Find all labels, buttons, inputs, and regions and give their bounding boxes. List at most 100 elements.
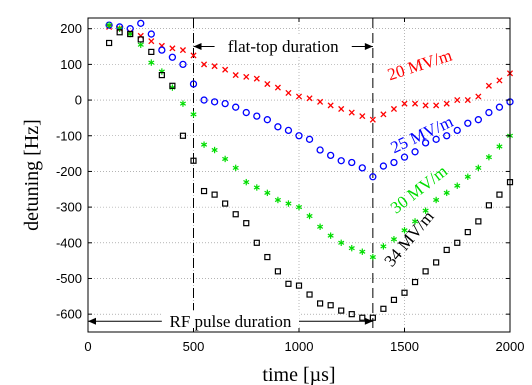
data-point-34-mv-m: [148, 48, 155, 55]
arrow-head: [193, 43, 202, 51]
data-point-30-mv-m: [401, 227, 408, 234]
cross-stroke: [306, 95, 313, 102]
data-point-30-mv-m: [285, 200, 292, 207]
data-point-20-mv-m: [411, 100, 419, 107]
data-point-25-mv-m: [464, 119, 472, 127]
data-point-25-mv-m: [158, 46, 166, 54]
star-stroke: [338, 240, 345, 245]
star-stroke: [433, 197, 440, 203]
cross-stroke: [369, 116, 376, 123]
cross-stroke: [464, 97, 471, 104]
cross-stroke: [222, 66, 229, 73]
star-stroke: [348, 246, 355, 251]
data-point-34-mv-m: [390, 296, 398, 303]
star-stroke: [243, 180, 250, 185]
data-point-30-mv-m: [317, 223, 324, 230]
data-point-34-mv-m: [211, 191, 218, 198]
cross-stroke: [411, 100, 419, 107]
data-point-34-mv-m: [243, 220, 250, 227]
y-tick-label: -600: [56, 307, 82, 322]
data-point-20-mv-m: [243, 73, 250, 80]
data-point-30-mv-m: [274, 196, 281, 204]
x-tick-label: 1000: [285, 339, 314, 354]
cross-stroke: [211, 63, 218, 70]
cross-stroke: [359, 113, 366, 120]
data-point-34-mv-m: [411, 278, 419, 286]
data-point-25-mv-m: [485, 108, 493, 117]
x-tick-label: 1500: [390, 339, 419, 354]
data-point-20-mv-m: [317, 98, 324, 105]
data-point-20-mv-m: [475, 93, 482, 100]
data-point-20-mv-m: [338, 105, 345, 113]
cross-stroke: [169, 45, 176, 52]
star-stroke: [327, 233, 334, 238]
data-point-25-mv-m: [147, 30, 155, 38]
cross-stroke: [422, 102, 429, 109]
star-stroke: [317, 224, 324, 229]
data-point-30-mv-m: [253, 184, 260, 191]
cross-stroke: [327, 102, 334, 109]
star-stroke: [359, 249, 366, 254]
star-stroke: [190, 112, 197, 117]
data-point-30-mv-m: [137, 41, 144, 48]
star-stroke: [106, 23, 113, 28]
y-tick-label: -100: [56, 128, 82, 143]
data-point-25-mv-m: [348, 158, 356, 167]
data-point-25-mv-m: [221, 99, 229, 108]
data-point-34-mv-m: [475, 218, 482, 225]
data-point-34-mv-m: [485, 202, 492, 209]
data-point-30-mv-m: [433, 196, 440, 204]
data-point-30-mv-m: [295, 203, 303, 211]
data-point-34-mv-m: [496, 191, 503, 198]
arrow-head: [364, 43, 373, 51]
star-stroke: [285, 201, 292, 206]
x-tick-label: 2000: [496, 339, 525, 354]
y-tick-label: 200: [60, 21, 82, 36]
data-point-30-mv-m: [179, 100, 187, 107]
data-point-30-mv-m: [369, 253, 376, 261]
y-tick-label: 0: [75, 93, 82, 108]
data-point-30-mv-m: [243, 178, 250, 186]
y-tick-label: -400: [56, 235, 82, 250]
star-stroke: [475, 165, 482, 170]
data-point-30-mv-m: [496, 143, 503, 150]
cross-stroke: [190, 52, 197, 59]
star-stroke: [253, 185, 260, 190]
cross-stroke: [137, 32, 144, 39]
data-point-20-mv-m: [222, 66, 229, 73]
data-point-25-mv-m: [358, 164, 366, 172]
data-point-34-mv-m: [285, 280, 292, 287]
y-tick-label: 100: [60, 57, 82, 72]
data-point-34-mv-m: [348, 311, 355, 318]
data-point-20-mv-m: [148, 38, 155, 45]
data-point-34-mv-m: [401, 289, 408, 296]
arrow-head: [364, 317, 373, 325]
data-point-20-mv-m: [348, 109, 355, 116]
data-point-30-mv-m: [390, 236, 398, 243]
data-point-20-mv-m: [232, 72, 239, 79]
data-point-30-mv-m: [443, 189, 450, 197]
data-point-20-mv-m: [390, 105, 398, 113]
data-point-30-mv-m: [475, 164, 482, 172]
cross-stroke: [433, 102, 440, 109]
data-point-25-mv-m: [295, 132, 303, 140]
cross-stroke: [485, 82, 492, 89]
data-point-20-mv-m: [380, 111, 387, 118]
data-point-20-mv-m: [359, 113, 366, 120]
cross-stroke: [380, 111, 387, 118]
data-point-34-mv-m: [116, 29, 123, 36]
star-stroke: [222, 156, 229, 162]
data-point-34-mv-m: [317, 300, 324, 307]
star-stroke: [411, 219, 419, 224]
data-point-25-mv-m: [326, 151, 335, 160]
data-point-25-mv-m: [443, 132, 451, 140]
data-point-34-mv-m: [306, 291, 313, 298]
data-point-30-mv-m: [211, 146, 218, 154]
star-stroke: [295, 204, 303, 210]
data-point-34-mv-m: [443, 246, 450, 254]
data-point-20-mv-m: [496, 77, 503, 84]
data-point-30-mv-m: [359, 248, 366, 255]
star-stroke: [264, 190, 271, 195]
cross-stroke: [317, 98, 324, 105]
star-stroke: [148, 60, 155, 65]
